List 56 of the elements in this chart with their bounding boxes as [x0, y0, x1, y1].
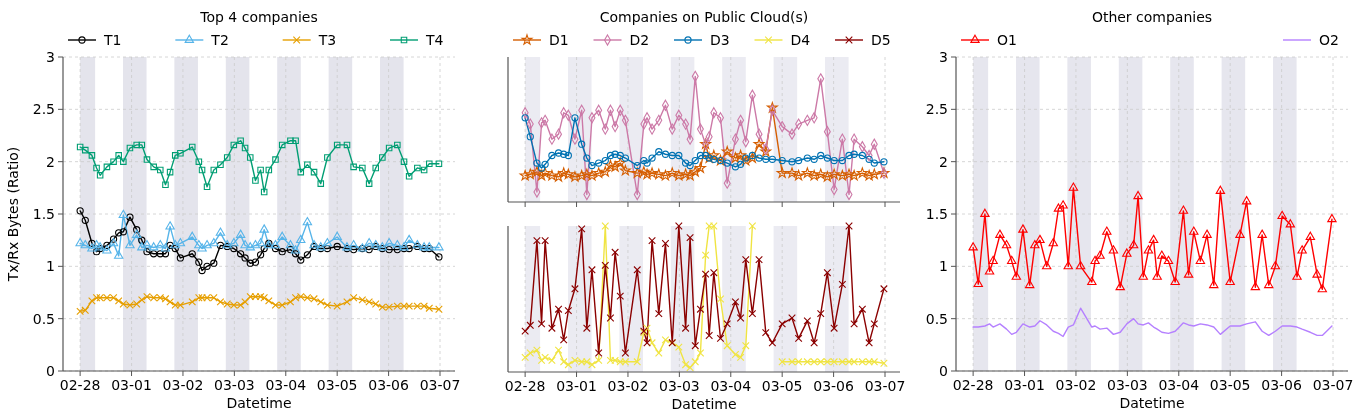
legend-label: T3: [317, 31, 337, 48]
x-tick-label: 03-04: [1158, 377, 1200, 393]
y-tick-label: 1.5: [925, 205, 948, 222]
y-tick-label: 0.5: [32, 310, 55, 327]
x-tick-label: 02-28: [59, 377, 101, 393]
x-tick-label: 03-01: [111, 377, 152, 393]
legend-label: D5: [871, 31, 891, 48]
x-tick-label: 03-05: [761, 378, 803, 394]
x-tick-label: 03-07: [419, 377, 461, 393]
legend-title: Top 4 companies: [199, 9, 318, 25]
x-tick-label: 03-01: [1004, 377, 1045, 393]
y-tick-label: 3: [46, 48, 55, 65]
y-tick-label: 0: [939, 362, 948, 379]
y-axis-title: Tx/Rx Bytes (Ratio): [5, 146, 21, 283]
y-tick-label: 2.5: [32, 101, 55, 118]
legend-title: Other companies: [1091, 9, 1213, 25]
y-tick-label: 2: [939, 153, 948, 170]
x-tick-label: 03-04: [265, 377, 307, 393]
x-tick-label: 03-06: [368, 377, 410, 393]
legend-label: D3: [710, 31, 730, 48]
x-tick-label: 03-03: [659, 378, 700, 394]
y-tick-label: 2: [46, 153, 55, 170]
legend-label: O2: [1319, 31, 1339, 48]
y-tick-label: 1: [939, 258, 948, 275]
x-tick-label: 03-01: [556, 378, 597, 394]
x-tick-label: 03-05: [1209, 377, 1251, 393]
x-tick-label: 03-07: [864, 378, 906, 394]
x-tick-label: 03-03: [214, 377, 255, 393]
x-axis-title: Datetime: [226, 395, 292, 411]
x-tick-label: 03-06: [813, 378, 855, 394]
y-tick-label: 1: [46, 258, 55, 275]
y-tick-label: 2.5: [925, 101, 948, 118]
legend-label: D2: [629, 31, 650, 48]
x-tick-label: 03-02: [1055, 377, 1097, 393]
x-tick-label: 02-28: [952, 377, 994, 393]
y-tick-label: 0.5: [925, 310, 948, 327]
legend-label: D4: [790, 31, 811, 48]
legend-title: Companies on Public Cloud(s): [599, 9, 809, 25]
x-tick-label: 03-02: [607, 378, 649, 394]
legend-label: T2: [210, 31, 229, 48]
y-tick-label: 3: [939, 48, 948, 65]
x-tick-label: 03-03: [1107, 377, 1148, 393]
legend-label: T1: [103, 31, 122, 48]
x-tick-label: 03-02: [162, 377, 204, 393]
x-tick-label: 03-04: [710, 378, 752, 394]
y-tick-label: 1.5: [32, 205, 55, 222]
x-axis-title: Datetime: [671, 396, 737, 412]
x-tick-label: 03-06: [1261, 377, 1303, 393]
x-axis-title: Datetime: [1119, 395, 1185, 411]
legend-label: O1: [997, 31, 1017, 48]
x-tick-label: 02-28: [504, 378, 546, 394]
y-tick-label: 0: [46, 362, 55, 379]
x-tick-label: 03-05: [316, 377, 358, 393]
legend-label: T4: [425, 31, 444, 48]
x-tick-label: 03-07: [1312, 377, 1354, 393]
legend-label: D1: [549, 31, 569, 48]
